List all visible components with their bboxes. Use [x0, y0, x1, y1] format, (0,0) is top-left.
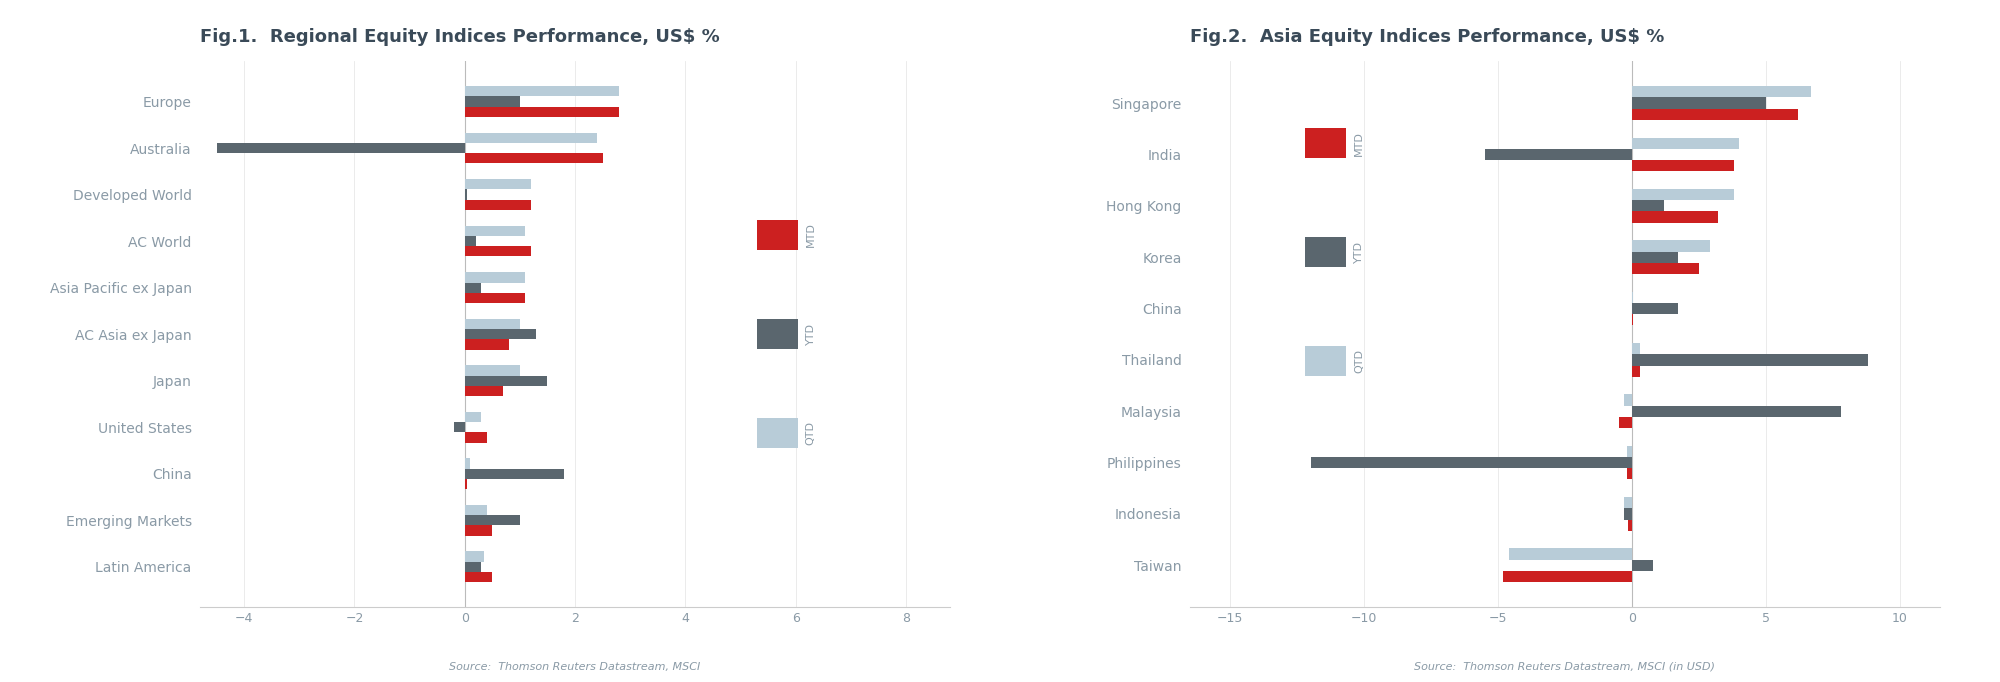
Bar: [1632, 138, 1740, 149]
FancyBboxPatch shape: [756, 319, 798, 349]
FancyBboxPatch shape: [1306, 346, 1346, 376]
Bar: [464, 106, 620, 117]
Text: MTD: MTD: [806, 222, 816, 248]
Text: MTD: MTD: [1354, 131, 1364, 155]
Bar: [464, 133, 598, 143]
Bar: [464, 386, 504, 396]
Bar: [464, 572, 492, 582]
Text: Fig.2.  Asia Equity Indices Performance, US$ %: Fig.2. Asia Equity Indices Performance, …: [1190, 28, 1664, 46]
FancyBboxPatch shape: [1306, 237, 1346, 267]
Bar: [1624, 508, 1632, 520]
Bar: [1632, 303, 1678, 314]
FancyBboxPatch shape: [756, 220, 798, 250]
Bar: [454, 422, 464, 432]
Bar: [464, 552, 484, 562]
Bar: [464, 226, 526, 236]
Bar: [1624, 497, 1632, 508]
Bar: [1632, 263, 1698, 274]
Bar: [464, 96, 520, 106]
Bar: [1632, 98, 1766, 108]
Bar: [1632, 366, 1640, 376]
Bar: [1632, 560, 1654, 571]
Bar: [464, 236, 476, 246]
Bar: [1632, 86, 1812, 98]
Bar: [464, 340, 508, 350]
Text: YTD: YTD: [1354, 241, 1364, 263]
Bar: [464, 190, 468, 200]
Text: Source:  Thomson Reuters Datastream, MSCI (in USD): Source: Thomson Reuters Datastream, MSCI…: [1414, 662, 1716, 672]
FancyBboxPatch shape: [756, 418, 798, 448]
Bar: [464, 469, 564, 479]
Bar: [464, 525, 492, 535]
Bar: [464, 153, 602, 164]
Bar: [464, 179, 530, 190]
Bar: [216, 143, 464, 153]
Bar: [464, 562, 482, 572]
Text: QTD: QTD: [1354, 349, 1364, 374]
Bar: [1632, 108, 1798, 120]
Bar: [1632, 189, 1734, 201]
Bar: [1626, 468, 1632, 479]
Bar: [464, 246, 530, 256]
Bar: [464, 515, 520, 525]
Bar: [464, 479, 468, 489]
Bar: [1626, 445, 1632, 457]
Bar: [464, 293, 526, 303]
Bar: [1632, 160, 1734, 171]
Bar: [1618, 417, 1632, 428]
Bar: [464, 366, 520, 376]
Bar: [1632, 211, 1718, 223]
Bar: [1632, 252, 1678, 263]
Text: Source:  Thomson Reuters Datastream, MSCI: Source: Thomson Reuters Datastream, MSCI: [450, 662, 700, 672]
Text: Fig.1.  Regional Equity Indices Performance, US$ %: Fig.1. Regional Equity Indices Performan…: [200, 28, 720, 46]
Bar: [464, 200, 530, 210]
Bar: [1310, 457, 1632, 468]
Bar: [464, 282, 482, 293]
Bar: [1624, 394, 1632, 406]
Bar: [464, 272, 526, 282]
Bar: [464, 458, 470, 469]
Text: QTD: QTD: [806, 421, 816, 445]
Bar: [1504, 571, 1632, 582]
Bar: [464, 86, 620, 96]
Bar: [1632, 201, 1664, 211]
Bar: [464, 432, 486, 443]
Bar: [1628, 520, 1632, 531]
Bar: [1632, 406, 1840, 417]
Bar: [1484, 149, 1632, 160]
Bar: [1632, 240, 1710, 252]
Bar: [1632, 354, 1868, 366]
Bar: [464, 376, 548, 386]
Bar: [464, 505, 486, 515]
Bar: [1632, 343, 1640, 354]
FancyBboxPatch shape: [1306, 128, 1346, 158]
Bar: [464, 412, 482, 422]
Bar: [464, 329, 536, 340]
Bar: [1508, 548, 1632, 560]
Text: YTD: YTD: [806, 323, 816, 345]
Bar: [464, 318, 520, 329]
